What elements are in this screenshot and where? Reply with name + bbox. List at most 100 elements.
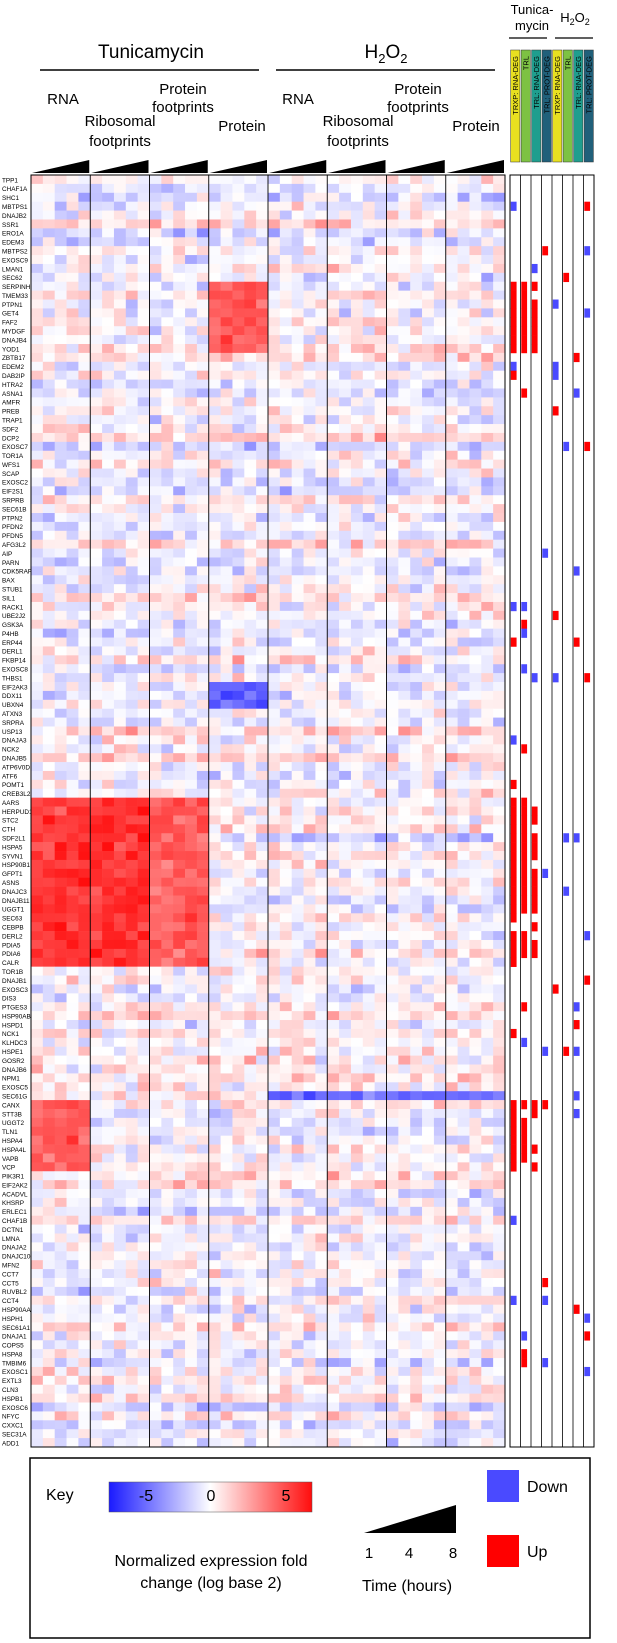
heatmap-cell (469, 575, 482, 585)
heatmap-cell (54, 495, 67, 505)
heatmap-cell (185, 317, 198, 327)
heatmap-cell (445, 788, 458, 798)
heatmap-cell (31, 379, 44, 389)
heatmap-cell (279, 539, 292, 549)
heatmap-cell (90, 1073, 103, 1083)
heatmap-cell (481, 859, 494, 870)
heatmap-cell (208, 263, 221, 274)
heatmap-cell (125, 886, 138, 896)
heatmap-cell (279, 548, 292, 558)
heatmap-cell (125, 601, 138, 612)
heatmap-cell (268, 201, 281, 211)
heatmap-cell (362, 939, 375, 950)
heatmap-cell (410, 966, 423, 976)
heatmap-cell (303, 450, 316, 460)
heatmap-cell (481, 913, 494, 923)
heatmap-cell (54, 1002, 67, 1012)
heatmap-cell (386, 753, 399, 763)
heatmap-cell (279, 851, 292, 861)
heatmap-cell (315, 788, 328, 798)
heatmap-cell (303, 1037, 316, 1048)
heatmap-cell (481, 922, 494, 932)
heatmap-cell (161, 575, 174, 585)
heatmap-cell (410, 619, 423, 629)
indicator-tag-label: TRXP: RNA-DEG (511, 56, 520, 115)
heatmap-cell (149, 1135, 162, 1145)
heatmap-cell (31, 931, 44, 941)
heatmap-cell (481, 1037, 494, 1048)
heatmap-cell (102, 753, 115, 763)
heatmap-cell (232, 699, 245, 710)
heatmap-cell (386, 744, 399, 754)
heatmap-cell (493, 753, 506, 763)
heatmap-cell (327, 1037, 340, 1048)
gene-label: HSPA4L (2, 1147, 26, 1154)
heatmap-cell (493, 655, 506, 665)
heatmap-cell (339, 504, 352, 514)
heatmap-cell (374, 1020, 387, 1030)
heatmap-cell (291, 539, 304, 549)
heatmap-cell (303, 317, 316, 327)
heatmap-cell (291, 628, 304, 638)
heatmap-cell (208, 957, 221, 967)
heatmap-cell (185, 1233, 198, 1243)
heatmap-cell (149, 806, 162, 816)
heatmap-cell (54, 1162, 67, 1172)
heatmap-cell (66, 210, 79, 220)
heatmap-cell (113, 228, 127, 238)
gene-label: CXXC1 (2, 1423, 24, 1430)
heatmap-cell (327, 584, 340, 594)
heatmap-cell (149, 513, 162, 523)
heatmap-cell (445, 1002, 458, 1012)
heatmap-cell (374, 237, 387, 247)
heatmap-cell (208, 726, 221, 736)
heatmap-cell (339, 495, 352, 505)
heatmap-cell (433, 219, 447, 229)
heatmap-cell (161, 290, 174, 300)
heatmap-cell (291, 246, 304, 256)
heatmap-cell (410, 326, 423, 336)
heatmap-cell (268, 432, 281, 443)
heatmap-cell (268, 753, 281, 763)
heatmap-cell (42, 415, 55, 425)
heatmap-cell (125, 628, 138, 638)
heatmap-cell (196, 344, 210, 354)
heatmap-cell (42, 575, 55, 585)
gene-label: SEC31A (2, 1432, 27, 1439)
heatmap-cell (291, 815, 304, 825)
heatmap-cell (315, 762, 328, 772)
heatmap-cell (303, 717, 316, 727)
heatmap-cell (445, 859, 458, 870)
heatmap-cell (410, 735, 423, 745)
heatmap-cell (31, 1197, 44, 1208)
heatmap-cell (244, 1224, 257, 1234)
heatmap-cell (256, 1091, 269, 1101)
heatmap-cell (185, 308, 198, 318)
heatmap-cell (196, 326, 210, 336)
heatmap-cell (66, 521, 79, 532)
heatmap-cell (54, 441, 67, 452)
heatmap-cell (279, 566, 292, 576)
heatmap-cell (208, 557, 221, 567)
heatmap-cell (42, 673, 55, 683)
heatmap-cell (303, 610, 316, 621)
heatmap-cell (339, 370, 352, 380)
heatmap-cell (362, 904, 375, 914)
heatmap-cell (279, 1180, 292, 1190)
heatmap-cell (362, 468, 375, 478)
heatmap-cell (386, 762, 399, 772)
gene-label: DAB2IP (2, 373, 25, 380)
heatmap-cell (398, 895, 411, 905)
heatmap-cell (433, 237, 447, 247)
heatmap-cell (113, 210, 127, 220)
heatmap-cell (433, 335, 447, 345)
heatmap-cell (481, 904, 494, 914)
heatmap-cell (42, 1073, 55, 1083)
heatmap-cell (481, 1171, 494, 1181)
heatmap-cell (161, 521, 174, 532)
gene-label: STC2 (2, 818, 19, 825)
heatmap-cell (445, 1055, 458, 1065)
heatmap-cell (196, 317, 210, 327)
heatmap-cell (268, 744, 281, 754)
heatmap-cell (268, 682, 281, 692)
